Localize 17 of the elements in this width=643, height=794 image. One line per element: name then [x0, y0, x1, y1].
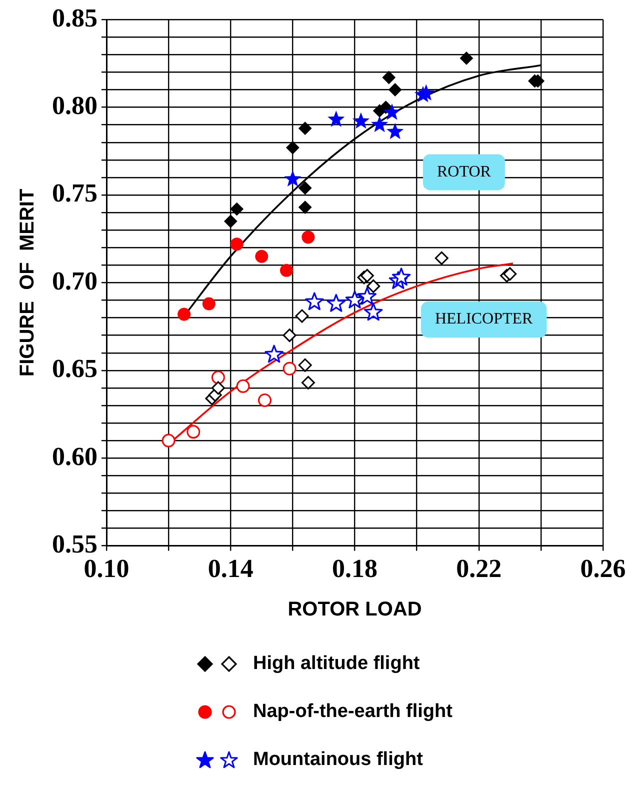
x-axis-title: ROTOR LOAD — [288, 598, 422, 621]
x-tick-label: 0.22 — [456, 554, 502, 584]
legend-label: Nap-of-the-earth flight — [253, 701, 452, 723]
y-axis-title: FIGURE OF MERIT — [16, 188, 39, 377]
annotation: ROTOR — [437, 163, 492, 180]
y-tick-label: 0.65 — [52, 354, 98, 384]
x-tick-label: 0.18 — [332, 554, 378, 584]
y-tick-label: 0.85 — [52, 3, 98, 32]
legend-label: Mountainous flight — [253, 749, 423, 771]
text: 0.80 — [52, 91, 98, 120]
x-tick-label: 0.26 — [580, 554, 626, 584]
x-tick-label: 0.14 — [208, 554, 254, 584]
text: 0.70 — [52, 266, 98, 296]
legend-label: High altitude flight — [253, 653, 420, 675]
y-tick-label: 0.75 — [52, 178, 98, 208]
annotation: HELICOPTER — [434, 310, 534, 328]
text: 0.60 — [52, 442, 98, 471]
